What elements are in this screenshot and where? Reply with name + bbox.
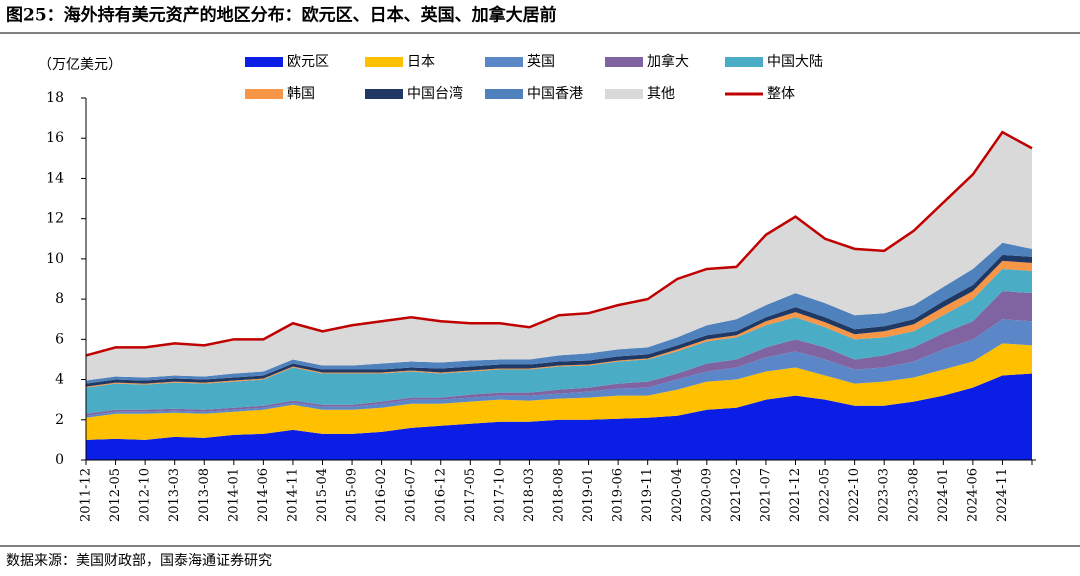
legend-label: 加拿大	[647, 53, 689, 70]
y-tick-label: 8	[55, 291, 64, 307]
area	[86, 242, 1032, 384]
legend-swatch	[245, 57, 283, 67]
legend-label: 欧元区	[287, 54, 329, 70]
legend-label: 日本	[407, 54, 435, 70]
y-tick-label: 4	[55, 372, 64, 388]
x-tick-label: 2018-08	[552, 468, 567, 522]
legend-label: 其他	[647, 86, 675, 102]
y-tick-label: 0	[55, 452, 64, 468]
legend-swatch	[485, 89, 523, 99]
legend-label: 中国台湾	[407, 85, 463, 102]
x-tick-label: 2014-06	[256, 468, 271, 522]
x-tick-label: 2019-01	[581, 468, 596, 522]
x-tick-label: 2020-09	[699, 468, 714, 522]
x-tick-label: 2011-12	[79, 468, 94, 522]
legend-label: 中国大陆	[767, 54, 823, 70]
y-tick-label: 6	[55, 331, 64, 347]
x-tick-label: 2021-02	[729, 468, 744, 522]
legend-swatch	[485, 57, 523, 67]
x-tick-label: 2015-09	[345, 468, 360, 522]
x-tick-label: 2023-03	[877, 468, 892, 522]
legend-swatch	[365, 89, 403, 99]
y-tick-label: 12	[46, 211, 64, 227]
y-axis-label: （万亿美元）	[38, 57, 122, 73]
x-tick-label: 2017-05	[463, 468, 478, 522]
x-tick-label: 2022-10	[847, 468, 862, 522]
x-tick-label: 2017-10	[492, 468, 507, 522]
x-tick-label: 2021-07	[758, 468, 773, 522]
x-tick-label: 2016-07	[404, 468, 419, 522]
x-tick-label: 2024-01	[936, 468, 951, 522]
total-line	[85, 130, 1033, 357]
x-tick-label: 2012-05	[108, 468, 123, 522]
legend-swatch	[605, 89, 643, 99]
legend-swatch	[605, 57, 643, 67]
area	[86, 132, 1032, 381]
x-tick-label: 2019-06	[611, 468, 626, 522]
x-tick-label: 2021-12	[788, 468, 803, 522]
x-tick-label: 2012-10	[138, 468, 153, 522]
chart-title: 图25：海外持有美元资产的地区分布：欧元区、日本、英国、加拿大居前	[6, 5, 557, 26]
legend-swatch	[245, 89, 283, 99]
x-tick-label: 2020-04	[670, 468, 685, 522]
x-tick-label: 2022-05	[818, 468, 833, 522]
area	[86, 291, 1032, 416]
x-tick-label: 2024-06	[965, 468, 980, 522]
x-tick-label: 2015-04	[315, 468, 330, 522]
x-tick-label: 2016-12	[433, 468, 448, 522]
legend-label: 整体	[767, 86, 795, 102]
x-tick-label: 2014-11	[285, 468, 300, 522]
area	[86, 268, 1032, 414]
x-tick-label: 2018-03	[522, 468, 537, 522]
legend-label: 中国香港	[527, 86, 583, 102]
y-tick-label: 10	[46, 251, 64, 267]
y-tick-label: 18	[46, 90, 64, 106]
y-tick-label: 14	[46, 170, 64, 186]
x-tick-label: 2024-11	[995, 468, 1010, 522]
y-tick-label: 16	[46, 130, 64, 146]
area	[86, 319, 1032, 418]
x-tick-label: 2016-02	[374, 468, 389, 522]
legend-swatch	[725, 57, 763, 67]
x-tick-label: 2014-01	[226, 468, 241, 522]
source: 数据来源：美国财政部，国泰海通证券研究	[6, 553, 272, 569]
area	[86, 373, 1032, 460]
legend-swatch	[365, 57, 403, 67]
x-tick-label: 2019-11	[640, 468, 655, 522]
legend-label: 英国	[527, 53, 555, 70]
x-tick-label: 2023-08	[906, 468, 921, 522]
legend-label: 韩国	[287, 86, 315, 102]
x-tick-label: 2013-08	[197, 468, 212, 522]
y-tick-label: 2	[55, 412, 64, 428]
x-tick-label: 2013-03	[167, 468, 182, 522]
